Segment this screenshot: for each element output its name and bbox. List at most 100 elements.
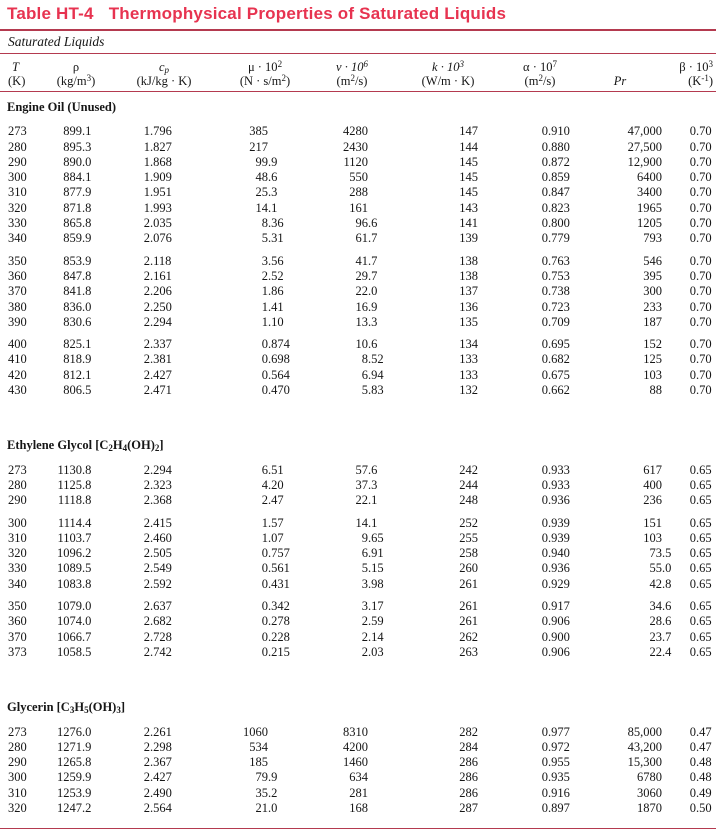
cell-mu: 14.1 bbox=[255, 200, 278, 215]
table-row: 280 1125.8 2.323 4.20 37.3 244 0.933 400 0.65 bbox=[0, 478, 716, 493]
cell-rho: 1253.9 bbox=[57, 785, 92, 800]
cell-T: 340 bbox=[8, 231, 27, 246]
cell-Pr: 73.5 bbox=[649, 546, 672, 561]
cell-Pr: 85,000 bbox=[627, 724, 662, 739]
cell-k: 262 bbox=[459, 629, 478, 644]
cell-nu: 5.15 bbox=[361, 561, 384, 576]
cell-mu: 1.57 bbox=[261, 515, 284, 530]
cell-cp: 2.337 bbox=[143, 337, 172, 352]
table-row: 360 847.8 2.161 2.52 29.7 138 0.753 395 0.70 bbox=[0, 269, 716, 284]
cell-beta: 0.50 bbox=[689, 800, 712, 815]
table-body: Engine Oil (Unused) 273 899.1 1.796 385 4280 1… bbox=[0, 100, 716, 816]
cell-cp: 2.742 bbox=[143, 644, 172, 659]
cell-rho: 1247.2 bbox=[57, 800, 92, 815]
cell-nu: 8310 bbox=[343, 724, 368, 739]
cell-beta: 0.65 bbox=[689, 493, 712, 508]
cell-mu: 1.07 bbox=[261, 530, 284, 545]
table-row: 273 1130.8 2.294 6.51 57.6 242 0.933 617 0.65 bbox=[0, 463, 716, 478]
cell-nu: 4200 bbox=[343, 739, 368, 754]
cell-Pr: 236 bbox=[643, 493, 662, 508]
cell-Pr: 12,900 bbox=[627, 154, 662, 169]
cell-alpha: 0.929 bbox=[541, 576, 570, 591]
cell-mu: 217 bbox=[249, 139, 268, 154]
cell-mu: 0.757 bbox=[261, 546, 290, 561]
cell-Pr: 395 bbox=[643, 268, 662, 283]
cell-T: 280 bbox=[8, 139, 27, 154]
cell-T: 273 bbox=[8, 462, 27, 477]
cell-beta: 0.65 bbox=[689, 515, 712, 530]
cell-Pr: 151 bbox=[643, 515, 662, 530]
column-header-alpha: α · 107 (m2/s) bbox=[523, 59, 557, 89]
cell-k: 282 bbox=[459, 724, 478, 739]
cell-rho: 895.3 bbox=[63, 139, 92, 154]
cell-Pr: 55.0 bbox=[649, 561, 672, 576]
cell-T: 280 bbox=[8, 477, 27, 492]
cell-Pr: 400 bbox=[643, 477, 662, 492]
cell-rho: 1271.9 bbox=[57, 739, 92, 754]
cell-nu: 1460 bbox=[343, 755, 368, 770]
cell-k: 261 bbox=[459, 599, 478, 614]
row-group: 400 825.1 2.337 0.874 10.6 134 0.695 152 0.70 410… bbox=[0, 337, 716, 398]
cell-alpha: 0.847 bbox=[541, 185, 570, 200]
cell-nu: 29.7 bbox=[355, 268, 378, 283]
cell-alpha: 0.738 bbox=[541, 284, 570, 299]
cell-beta: 0.70 bbox=[689, 268, 712, 283]
cell-T: 420 bbox=[8, 367, 27, 382]
cell-mu: 0.564 bbox=[261, 367, 290, 382]
cell-alpha: 0.753 bbox=[541, 268, 570, 283]
cell-beta: 0.65 bbox=[689, 477, 712, 492]
cell-T: 380 bbox=[8, 299, 27, 314]
cell-cp: 2.471 bbox=[143, 383, 172, 398]
section-title-engine-oil: Engine Oil (Unused) bbox=[7, 100, 117, 114]
cell-alpha: 0.916 bbox=[541, 785, 570, 800]
section-ethylene-glycol: Ethylene Glycol [C2H4(OH)2] 273 1130.8 2.29… bbox=[0, 438, 716, 660]
cell-cp: 2.415 bbox=[143, 515, 172, 530]
cell-Pr: 6400 bbox=[637, 170, 662, 185]
cell-rho: 1066.7 bbox=[57, 629, 92, 644]
cell-nu: 1120 bbox=[343, 154, 368, 169]
column-header-Pr: Pr bbox=[613, 74, 627, 88]
cell-cp: 2.368 bbox=[143, 493, 172, 508]
cell-cp: 2.637 bbox=[143, 599, 172, 614]
cell-rho: 825.1 bbox=[63, 337, 92, 352]
row-group: 273 1276.0 2.261 1060 8310 282 0.977 85,000 0.47… bbox=[0, 725, 716, 817]
cell-cp: 2.460 bbox=[143, 530, 172, 545]
cell-alpha: 0.936 bbox=[541, 561, 570, 576]
cell-beta: 0.65 bbox=[689, 462, 712, 477]
cell-rho: 1265.8 bbox=[57, 755, 92, 770]
cell-alpha: 0.709 bbox=[541, 314, 570, 329]
section-glycerin: Glycerin [C3H5(OH)3] 273 1276.0 2.261 1060 83… bbox=[0, 700, 716, 816]
cell-rho: 853.9 bbox=[63, 253, 92, 268]
cell-cp: 2.427 bbox=[143, 770, 172, 785]
cell-cp: 2.206 bbox=[143, 284, 172, 299]
column-header-row: T (K) ρ (kg/m3) cp (kJ/kg · K) μ · 102 (N · s/m… bbox=[0, 58, 716, 89]
cell-mu: 0.215 bbox=[261, 644, 290, 659]
table-row: 273 1276.0 2.261 1060 8310 282 0.977 85,000 0.47 bbox=[0, 725, 716, 740]
cell-cp: 2.298 bbox=[143, 739, 172, 754]
cell-Pr: 1205 bbox=[637, 216, 662, 231]
cell-alpha: 0.675 bbox=[541, 367, 570, 382]
cell-beta: 0.65 bbox=[689, 629, 712, 644]
cell-beta: 0.49 bbox=[689, 785, 712, 800]
cell-k: 286 bbox=[459, 770, 478, 785]
cell-rho: 1058.5 bbox=[57, 644, 92, 659]
cell-beta: 0.70 bbox=[689, 185, 712, 200]
table-row: 390 830.6 2.294 1.10 13.3 135 0.709 187 0.70 bbox=[0, 315, 716, 330]
table-row: 280 1271.9 2.298 534 4200 284 0.972 43,200 0.47 bbox=[0, 740, 716, 755]
cell-nu: 14.1 bbox=[355, 515, 378, 530]
cell-cp: 2.035 bbox=[143, 216, 172, 231]
cell-Pr: 617 bbox=[643, 462, 662, 477]
cell-alpha: 0.872 bbox=[541, 154, 570, 169]
cell-Pr: 103 bbox=[643, 530, 662, 545]
row-group: 273 899.1 1.796 385 4280 147 0.910 47,000 0.70 28… bbox=[0, 124, 716, 246]
cell-mu: 4.20 bbox=[261, 477, 284, 492]
cell-alpha: 0.695 bbox=[541, 337, 570, 352]
table-row: 350 1079.0 2.637 0.342 3.17 261 0.917 34.6 0.65 bbox=[0, 599, 716, 614]
cell-T: 360 bbox=[8, 268, 27, 283]
cell-T: 350 bbox=[8, 599, 27, 614]
cell-Pr: 3060 bbox=[637, 785, 662, 800]
cell-T: 273 bbox=[8, 724, 27, 739]
cell-Pr: 15,300 bbox=[627, 755, 662, 770]
cell-beta: 0.47 bbox=[689, 724, 712, 739]
cell-T: 330 bbox=[8, 216, 27, 231]
